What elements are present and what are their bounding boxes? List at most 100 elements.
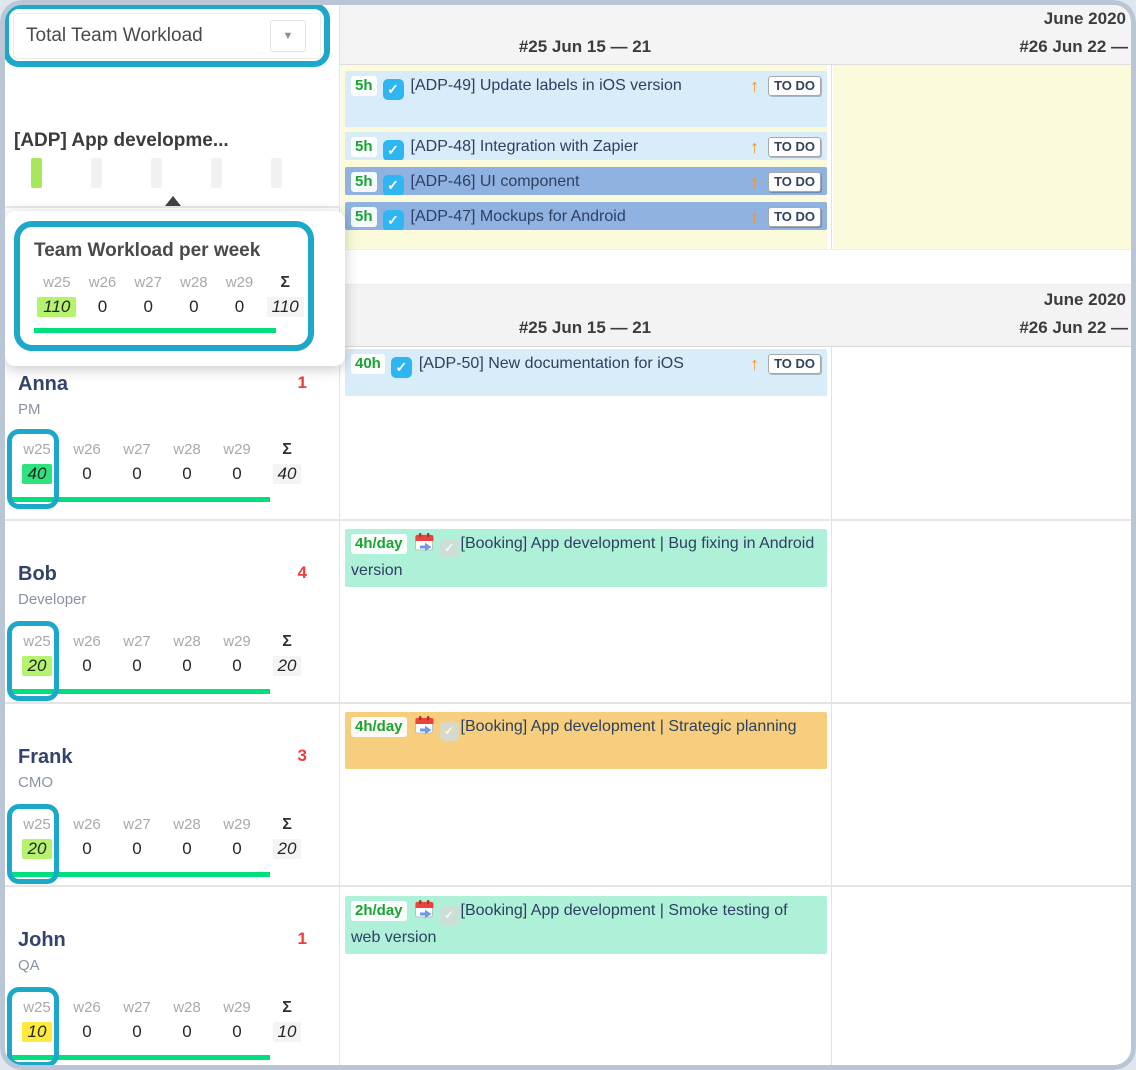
row-divider bbox=[0, 885, 1136, 887]
timeline-header-mid bbox=[340, 284, 1136, 347]
week-bar bbox=[271, 158, 282, 188]
week-value: 0 bbox=[182, 839, 192, 858]
booking-card[interactable]: 4h/day ✓ [Booking] App development | Strat… bbox=[345, 712, 827, 769]
week-header: w29 bbox=[223, 441, 251, 458]
checkbox-icon[interactable]: ✓ bbox=[382, 140, 404, 160]
workload-underline bbox=[12, 497, 270, 502]
estimate-chip: 5h bbox=[351, 207, 377, 227]
week-value: 0 bbox=[82, 464, 92, 483]
week-value: 0 bbox=[232, 1022, 242, 1041]
priority-arrow-icon: ↑ bbox=[750, 206, 760, 227]
member-name: Anna bbox=[18, 373, 68, 395]
workload-underline bbox=[12, 689, 270, 694]
week-header: w25 bbox=[23, 816, 51, 833]
task-title: [ADP-46] UI component bbox=[410, 173, 580, 190]
task-card[interactable]: ↑ TO DO 40h ✓ [ADP-50] New documentation fo… bbox=[345, 349, 827, 396]
booking-checkbox-icon[interactable]: ✓ bbox=[439, 539, 459, 558]
week-value: 10 bbox=[12, 1022, 62, 1042]
task-card-selected[interactable]: ↑ TO DO 5h ✓ [ADP-47] Mockups for Android bbox=[345, 202, 827, 230]
checkbox-icon[interactable]: ✓ bbox=[390, 357, 412, 378]
task-card[interactable]: ↑ TO DO 5h ✓ [ADP-48] Integration with Zapi… bbox=[345, 132, 827, 160]
estimate-chip: 40h bbox=[351, 354, 385, 374]
member-role: QA bbox=[18, 957, 40, 974]
member-name: John bbox=[18, 929, 66, 951]
week-header: w26 bbox=[73, 633, 101, 650]
booking-checkbox-icon[interactable]: ✓ bbox=[439, 722, 459, 741]
status-badge[interactable]: TO DO bbox=[768, 206, 821, 227]
week-value: 0 bbox=[182, 464, 192, 483]
week-value: 20 bbox=[12, 656, 62, 676]
chevron-down-icon: ▼ bbox=[282, 30, 294, 42]
sum-header: Σ bbox=[282, 816, 292, 833]
checkbox-icon[interactable]: ✓ bbox=[382, 175, 404, 195]
week-header: w26 bbox=[73, 999, 101, 1016]
week-header: w25 bbox=[23, 999, 51, 1016]
sum-header: Σ bbox=[282, 441, 292, 458]
workload-view-dropdown[interactable]: Total Team Workload ▼ bbox=[13, 13, 321, 59]
week-value: 0 bbox=[232, 839, 242, 858]
highlighted-value: 10 bbox=[21, 1022, 53, 1042]
booking-card[interactable]: 4h/day ✓ [Booking] App development | Bug f… bbox=[345, 529, 827, 587]
member-task-count: 4 bbox=[297, 563, 307, 582]
week-value: 0 bbox=[182, 656, 192, 675]
booking-title: [Booking] App development | Strategic pl… bbox=[460, 718, 797, 735]
week-header: w27 bbox=[123, 816, 151, 833]
workload-underline bbox=[34, 328, 276, 333]
booking-checkbox-icon[interactable]: ✓ bbox=[439, 906, 459, 925]
dropdown-caret-button[interactable]: ▼ bbox=[270, 20, 306, 52]
week-header: w29 bbox=[223, 816, 251, 833]
member-role: PM bbox=[18, 401, 41, 418]
status-badge[interactable]: TO DO bbox=[768, 171, 821, 192]
sum-header: Σ bbox=[282, 633, 292, 650]
week-header: w26 bbox=[73, 441, 101, 458]
task-title: [ADP-49] Update labels in iOS version bbox=[410, 77, 682, 94]
checkbox-icon[interactable]: ✓ bbox=[382, 79, 404, 100]
week-header: w25 bbox=[23, 441, 51, 458]
estimate-chip: 5h bbox=[351, 76, 377, 96]
tooltip-title: Team Workload per week bbox=[34, 240, 261, 261]
week-value: 0 bbox=[97, 297, 108, 316]
timeline-header-top bbox=[340, 0, 1136, 65]
week-header: w28 bbox=[173, 633, 201, 650]
member-name: Bob bbox=[18, 563, 57, 585]
project-title: [ADP] App developme... bbox=[14, 130, 229, 151]
highlighted-value: 110 bbox=[37, 297, 77, 317]
workload-underline bbox=[12, 872, 270, 877]
next-week-cell bbox=[833, 65, 1136, 249]
panel-divider bbox=[339, 0, 340, 1070]
task-card[interactable]: ↑ TO DO 5h ✓ [ADP-49] Update labels in iOS … bbox=[345, 71, 827, 127]
week-bar bbox=[151, 158, 162, 188]
week-value: 40 bbox=[12, 464, 62, 484]
week-column-divider bbox=[831, 65, 832, 249]
week-header: w28 bbox=[173, 816, 201, 833]
week-header: w27 bbox=[123, 633, 151, 650]
team-workload-table: w25 w26 w27 w28 w29 Σ 110 0 0 0 0 110 bbox=[34, 274, 308, 333]
sum-header: Σ bbox=[282, 999, 292, 1016]
priority-arrow-icon: ↑ bbox=[750, 136, 760, 157]
dropdown-label: Total Team Workload bbox=[26, 25, 203, 46]
week-header: w28 bbox=[180, 274, 208, 291]
week-26-header[interactable]: #26 Jun 22 — bbox=[1019, 318, 1128, 337]
task-card-selected[interactable]: ↑ TO DO 5h ✓ [ADP-46] UI component bbox=[345, 167, 827, 195]
member-row-anna: Anna 1 PM w25 w26 w27 w28 w29 Σ 40 0 0 0 0 40 bbox=[0, 345, 339, 519]
week-25-header[interactable]: #25 Jun 15 — 21 bbox=[518, 318, 652, 337]
booking-card[interactable]: 2h/day ✓ [Booking] App development | Smoke… bbox=[345, 896, 827, 954]
estimate-chip: 5h bbox=[351, 137, 377, 157]
status-badge[interactable]: TO DO bbox=[768, 353, 821, 374]
sum-value: 10 bbox=[262, 1022, 312, 1042]
week-26-header[interactable]: #26 Jun 22 — bbox=[1019, 37, 1128, 56]
status-badge[interactable]: TO DO bbox=[768, 75, 821, 96]
week-header: w25 bbox=[23, 633, 51, 650]
week-value: 0 bbox=[232, 464, 242, 483]
week-header: w27 bbox=[134, 274, 162, 291]
checkbox-icon[interactable]: ✓ bbox=[382, 210, 404, 230]
week-header: w25 bbox=[43, 274, 71, 291]
member-workload-table: w25 w26 w27 w28 w29 Σ 10 0 0 0 0 10 bbox=[12, 999, 324, 1060]
status-badge[interactable]: TO DO bbox=[768, 136, 821, 157]
member-workload-table: w25 w26 w27 w28 w29 Σ 20 0 0 0 0 20 bbox=[12, 816, 324, 877]
member-task-count: 1 bbox=[297, 929, 307, 948]
sum-value: 20 bbox=[262, 839, 312, 859]
week-header: w29 bbox=[223, 633, 251, 650]
week-25-header[interactable]: #25 Jun 15 — 21 bbox=[518, 37, 652, 56]
